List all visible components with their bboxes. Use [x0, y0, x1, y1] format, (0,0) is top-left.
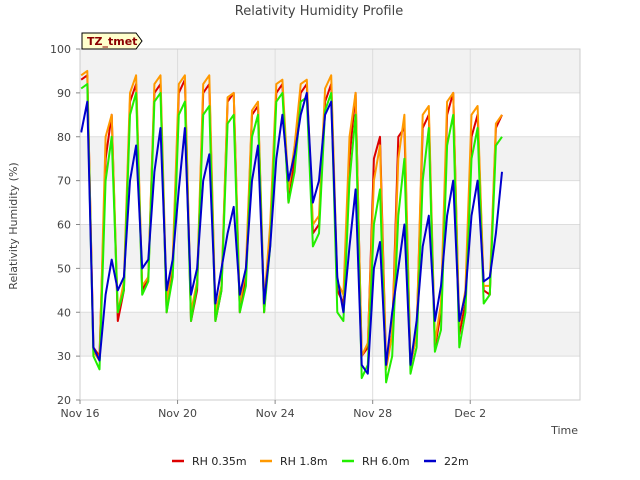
- x-axis-label: Time: [550, 424, 578, 437]
- station-badge: TZ_tmet: [81, 32, 143, 50]
- y-tick-label: 50: [57, 262, 71, 275]
- legend: RH 0.35m RH 1.8m RH 6.0m 22m: [172, 455, 469, 468]
- y-tick-label: 20: [57, 394, 71, 407]
- badge-shape: [81, 32, 143, 50]
- legend-label: RH 6.0m: [362, 455, 410, 468]
- x-tick-label: Nov 20: [158, 407, 197, 420]
- y-tick-label: 100: [50, 43, 71, 56]
- y-axis-label: Relativity Humidity (%): [7, 162, 20, 289]
- chart-title: Relativity Humidity Profile: [235, 4, 403, 19]
- badge-label: TZ_tmet: [87, 35, 137, 48]
- y-tick-label: 70: [57, 175, 71, 188]
- y-tick-label: 90: [57, 87, 71, 100]
- series-line-4: [80, 91, 503, 375]
- series-line-3: [80, 83, 503, 384]
- axes: 20 30 40 50 60 70 80 90 100 Nov 16 Nov 20 Nov 24 Nov…: [50, 43, 581, 420]
- y-tick-label: 60: [57, 219, 71, 232]
- x-tick-label: Nov 16: [61, 407, 100, 420]
- x-tick-label: Nov 24: [256, 407, 295, 420]
- y-tick-label: 80: [57, 131, 71, 144]
- plot-band: [80, 224, 580, 269]
- legend-label: RH 1.8m: [280, 455, 328, 468]
- legend-label: 22m: [444, 455, 469, 468]
- y-tick-label: 40: [57, 306, 71, 319]
- x-tick-label: Dec 2: [454, 407, 486, 420]
- series-group: [80, 69, 503, 384]
- y-tick-label: 30: [57, 350, 71, 363]
- x-tick-label: Nov 28: [353, 407, 392, 420]
- plot-band: [80, 312, 580, 357]
- legend-label: RH 0.35m: [192, 455, 247, 468]
